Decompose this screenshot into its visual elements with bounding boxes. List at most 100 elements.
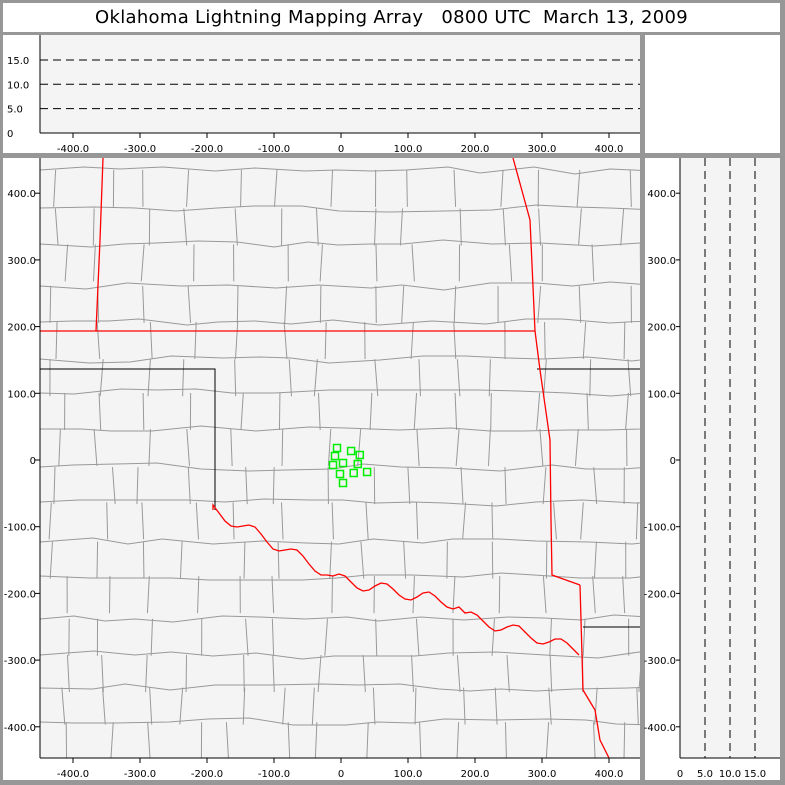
- county-line: [245, 618, 249, 656]
- state-border: [40, 368, 216, 510]
- county-line: [149, 687, 153, 725]
- county-line: [314, 722, 318, 758]
- county-line: [240, 392, 244, 430]
- county-line: [491, 618, 495, 656]
- county-line: [537, 285, 542, 323]
- county-line: [48, 502, 52, 540]
- county-line: [240, 169, 242, 207]
- county-line: [623, 722, 626, 758]
- county-line: [61, 687, 66, 725]
- county-line: [410, 321, 414, 360]
- county-line: [580, 502, 584, 540]
- county-line: [592, 722, 596, 758]
- ew-x-tick-label: 400.0: [595, 144, 624, 155]
- county-line: [96, 321, 101, 360]
- county-line: [66, 655, 70, 693]
- ew-x-tick-label: -300.0: [124, 144, 156, 155]
- county-line: [243, 541, 246, 579]
- plan-y-tick-label: 100.0: [7, 389, 36, 400]
- county-line: [149, 321, 153, 360]
- county-line: [374, 208, 377, 246]
- county-line: [230, 428, 233, 466]
- county-line: [93, 428, 98, 467]
- plan-plot-area: [40, 158, 640, 758]
- county-line: [462, 502, 467, 540]
- plan-y-tick-label: 300.0: [7, 256, 36, 267]
- county-line: [110, 722, 114, 758]
- county-line: [591, 244, 595, 282]
- county-line: [365, 502, 369, 540]
- county-line: [623, 321, 626, 360]
- lightning-source-marker: [338, 478, 348, 488]
- county-line: [272, 467, 275, 505]
- ew-y-tick-label: 15.0: [7, 56, 29, 67]
- county-line: [586, 392, 589, 430]
- county-line: [459, 208, 462, 246]
- ew-x-tick-label: -400.0: [57, 144, 89, 155]
- county-line: [40, 425, 640, 432]
- lightning-source-marker: [338, 458, 348, 468]
- ns-y-tick-label: 200.0: [647, 323, 676, 334]
- county-line: [40, 683, 640, 692]
- county-line: [542, 576, 547, 614]
- county-line: [186, 169, 190, 207]
- county-line: [54, 208, 59, 246]
- county-line: [281, 502, 284, 540]
- ns-x-tick-label: 5.0: [697, 769, 713, 780]
- plan-x-tick-label: 0: [338, 769, 344, 780]
- county-line: [638, 671, 640, 693]
- figure-title: Oklahoma Lightning Mapping Array 0800 UT…: [3, 3, 780, 32]
- county-line: [553, 502, 557, 540]
- county-line: [576, 169, 581, 207]
- county-line: [195, 502, 199, 540]
- county-line: [419, 722, 422, 758]
- ew-y-tick-label: 5.0: [7, 105, 23, 116]
- county-line: [406, 169, 408, 207]
- county-line: [416, 428, 420, 466]
- county-line: [463, 687, 466, 725]
- state-border-red: [212, 503, 580, 656]
- county-line: [282, 687, 286, 725]
- county-line: [498, 576, 501, 614]
- county-line: [538, 208, 542, 246]
- county-line: [372, 687, 376, 725]
- county-line: [412, 576, 415, 614]
- county-line: [186, 428, 191, 467]
- county-line: [411, 244, 415, 282]
- county-line: [330, 169, 334, 207]
- county-line: [500, 169, 504, 207]
- ns-y-tick-label: 100.0: [647, 389, 676, 400]
- ew-x-tick-label: -100.0: [258, 144, 290, 155]
- ns-y-tick-label: 0: [670, 456, 676, 467]
- lightning-source-marker: [332, 443, 342, 453]
- county-line: [40, 355, 640, 364]
- county-map: [40, 158, 640, 758]
- plan-x-tick-label: -100.0: [258, 769, 290, 780]
- county-line: [141, 502, 145, 540]
- county-line: [272, 655, 275, 693]
- county-line: [194, 321, 197, 360]
- county-line: [504, 467, 507, 505]
- county-line: [362, 655, 366, 693]
- ns-y-tick-label: -100.0: [644, 523, 676, 534]
- county-line: [40, 318, 640, 326]
- county-line: [146, 576, 150, 614]
- county-line: [99, 359, 104, 397]
- county-line: [413, 392, 418, 430]
- county-line: [545, 722, 550, 758]
- county-line: [574, 428, 579, 467]
- lightning-source-marker: [362, 467, 372, 477]
- county-line: [635, 502, 639, 540]
- plan-x-tick-label: 200.0: [461, 769, 490, 780]
- county-line: [399, 208, 403, 246]
- ew-x-tick-label: 300.0: [528, 144, 557, 155]
- county-line: [594, 687, 598, 725]
- county-line: [593, 467, 598, 505]
- county-line: [106, 502, 109, 540]
- county-line: [319, 244, 323, 282]
- ew-x-tick-label: 0: [338, 144, 344, 155]
- county-line: [542, 467, 547, 505]
- ns-y-tick-label: 300.0: [647, 256, 676, 267]
- county-line: [235, 321, 239, 360]
- ns-y-tick-label: -400.0: [644, 723, 676, 734]
